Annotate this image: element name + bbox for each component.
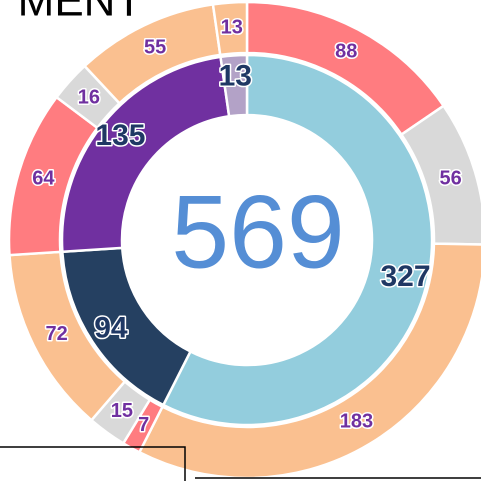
data-label: 13 bbox=[219, 59, 252, 92]
data-label: 135 bbox=[95, 119, 145, 152]
data-label: 183 bbox=[340, 410, 373, 432]
data-label: 72 bbox=[46, 323, 68, 345]
data-label: 327 bbox=[381, 260, 431, 293]
total-label: 569 bbox=[171, 174, 345, 290]
frame-line bbox=[0, 446, 186, 481]
data-label: 56 bbox=[440, 168, 462, 190]
data-label: 64 bbox=[32, 168, 55, 190]
rings: 327 94 135 13 88 56 183 715 72 64 16 55 13 bbox=[7, 0, 481, 480]
data-label: 55 bbox=[144, 37, 166, 59]
chart-title: MENT bbox=[18, 0, 143, 26]
data-label: 88 bbox=[335, 40, 357, 62]
data-label: 15 bbox=[111, 400, 133, 422]
donut-segment bbox=[161, 53, 434, 427]
donut-segment bbox=[219, 53, 249, 118]
data-label: 94 bbox=[94, 312, 128, 345]
data-label: 13 bbox=[221, 16, 243, 38]
data-label: 7 bbox=[138, 414, 149, 436]
donut-segment bbox=[211, 0, 249, 57]
data-label: 16 bbox=[78, 86, 100, 108]
